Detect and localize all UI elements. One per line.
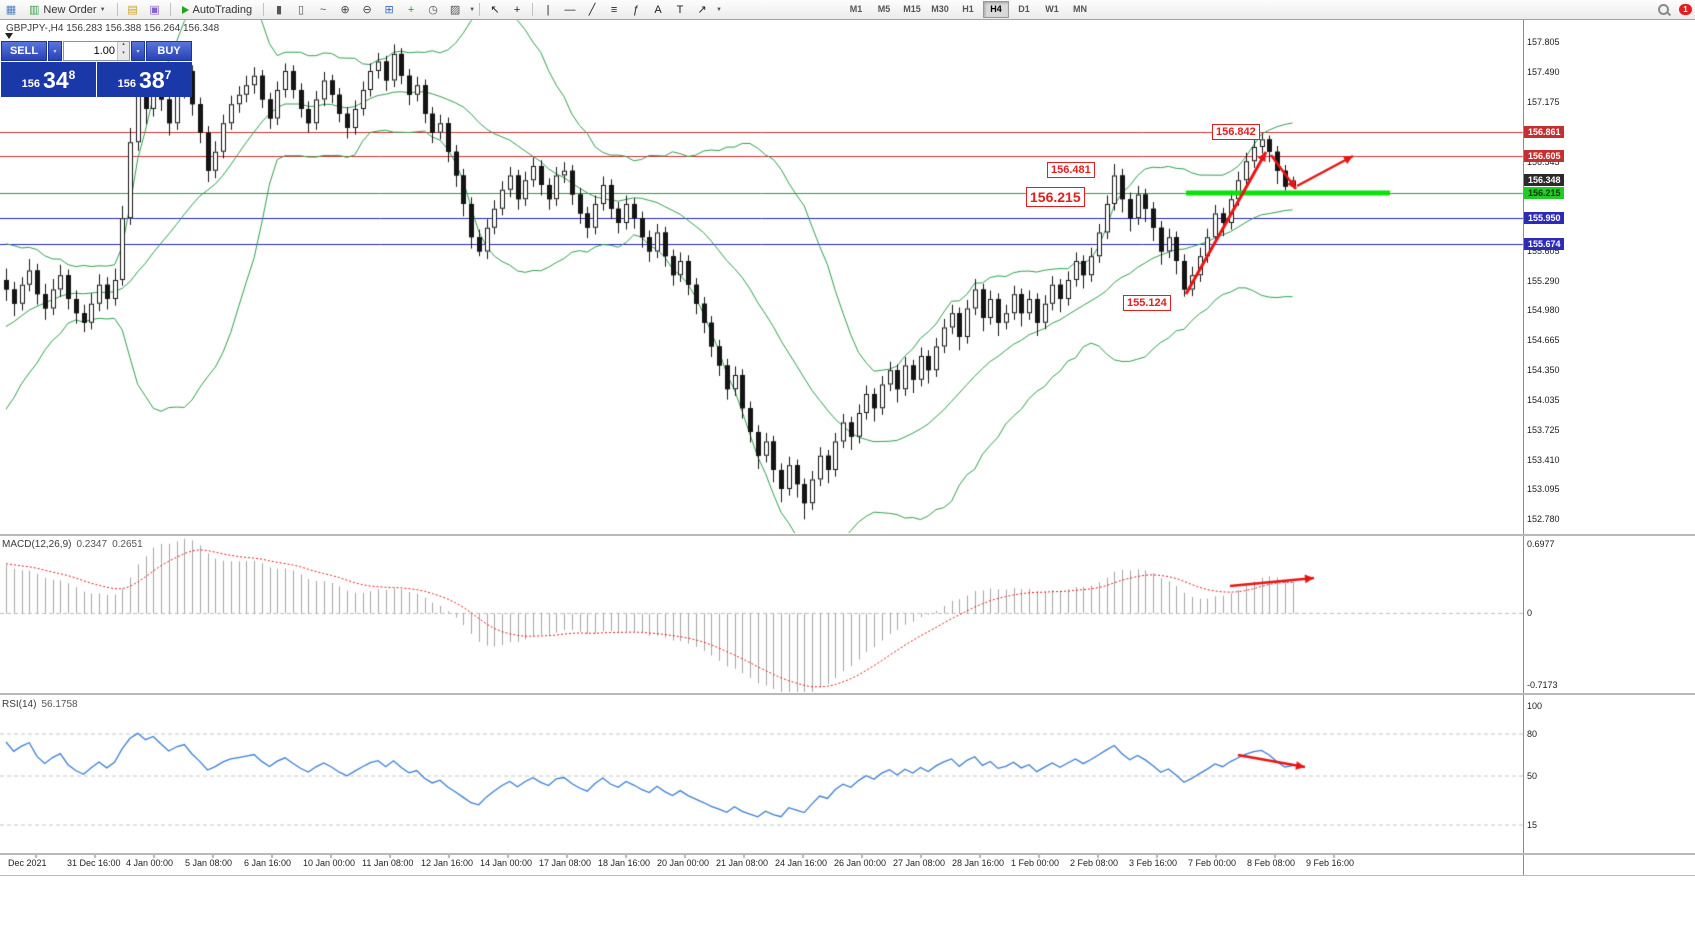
fibonacci-icon[interactable]: ƒ (632, 3, 640, 16)
autotrading-play-icon (181, 5, 189, 14)
trendline-icon[interactable]: ╱ (588, 4, 596, 16)
channel-icon[interactable]: ≡ (610, 3, 618, 16)
sell-price[interactable]: 156 34 8 (1, 62, 96, 97)
text-icon[interactable]: A (654, 3, 662, 16)
autotrading-button[interactable]: AutoTrading (177, 2, 258, 18)
timeframe-d1[interactable]: D1 (1018, 4, 1030, 14)
period-clock-icon[interactable]: ◷ (428, 4, 438, 16)
timeframe-m15[interactable]: M15 (903, 4, 921, 14)
toolbar-separator (263, 3, 265, 16)
toolbar: ▦ ▥ New Order ▼ ▤ ▣ AutoTrading ▮ ▯ ~ ⊕ ⊖ ⊞ + ◷ ▨ ▼ ↖ + | — ╱… (0, 0, 1695, 20)
macd-panel-separator[interactable] (0, 534, 1695, 536)
toolbar-separator (532, 3, 534, 16)
volume-down-icon[interactable]: ▾ (118, 51, 129, 60)
time-axis-separator (0, 853, 1695, 855)
bottom-border (0, 875, 1695, 876)
timeframe-w1[interactable]: W1 (1045, 4, 1059, 14)
price-axis-separator (1523, 20, 1524, 876)
buy-button[interactable]: BUY (146, 41, 192, 61)
buy-dropdown-icon[interactable]: ▾ (131, 41, 145, 61)
rsi-label: RSI(14) 56.1758 (2, 699, 78, 710)
macd-value-main: 0.2347 (76, 539, 108, 550)
caret-down-icon[interactable]: ▼ (469, 6, 476, 13)
rsi-panel-separator[interactable] (0, 693, 1695, 695)
data-window-icon[interactable]: ▣ (149, 4, 160, 16)
zoom-out-icon[interactable]: ⊖ (362, 4, 372, 16)
new-chart-icon[interactable]: ▦ (5, 4, 17, 16)
rsi-name: RSI(14) (2, 699, 37, 710)
cursor-icon[interactable]: ↖ (490, 4, 500, 16)
line-chart-icon[interactable]: ~ (319, 3, 327, 16)
timeframe-m30[interactable]: M30 (931, 4, 949, 14)
timeframe-m5[interactable]: M5 (877, 4, 891, 14)
chart-title: GBPJPY-,H4 156.283 156.388 156.264 156.3… (6, 23, 220, 34)
candlestick-chart-icon[interactable]: ▯ (298, 4, 305, 16)
macd-value-signal: 0.2651 (112, 539, 143, 550)
toolbar-separator (479, 3, 481, 16)
text-label-icon[interactable]: T (676, 3, 684, 16)
new-order-button-icon: ▥ (29, 4, 40, 16)
sell-price-fraction: 8 (68, 67, 76, 82)
buy-price-fraction: 7 (164, 67, 172, 82)
timeframe-toolbar: M1 M5 M15 M30 H1 H4 D1 W1 MN (842, 1, 1094, 18)
volume-field[interactable]: 1.00 ▴ ▾ (63, 41, 130, 61)
market-watch-icon[interactable]: ▤ (127, 4, 138, 16)
arrows-tool-icon[interactable]: ↗ (697, 4, 707, 16)
macd-name: MACD(12,26,9) (2, 539, 72, 550)
bar-chart-icon[interactable]: ▮ (276, 4, 283, 16)
new-order-button[interactable]: ▥ New Order ▼ (24, 2, 111, 18)
notification-badge[interactable]: 1 (1679, 4, 1692, 15)
macd-label: MACD(12,26,9) 0.2347 0.2651 (2, 539, 143, 550)
search-icon[interactable] (1658, 4, 1669, 15)
toolbar-right: 1 (1658, 2, 1692, 17)
buy-price[interactable]: 156 38 7 (97, 62, 192, 97)
timeframe-m1[interactable]: M1 (849, 4, 863, 14)
tile-windows-icon[interactable]: ⊞ (384, 4, 394, 16)
new-order-button-label: New Order (43, 3, 97, 16)
zoom-in-icon[interactable]: ⊕ (340, 4, 350, 16)
add-indicator-icon[interactable]: + (407, 3, 415, 16)
caret-down-icon[interactable]: ▼ (716, 6, 722, 13)
rsi-value: 56.1758 (41, 699, 78, 710)
buy-price-pips: 38 (139, 66, 165, 93)
crosshair-icon[interactable]: + (513, 3, 521, 16)
volume-up-icon[interactable]: ▴ (118, 42, 129, 51)
timeframe-mn[interactable]: MN (1072, 4, 1087, 14)
toolbar-separator (116, 3, 118, 16)
sell-price-pips: 34 (43, 66, 69, 93)
buy-price-prefix: 156 (117, 78, 137, 90)
timeframe-h4[interactable]: H4 (982, 1, 1009, 18)
trade-panel-collapse-icon[interactable] (5, 33, 13, 39)
caret-down-icon: ▼ (99, 6, 106, 13)
sell-price-prefix: 156 (21, 78, 41, 90)
timeframe-h1[interactable]: H1 (962, 4, 974, 14)
autotrading-button-label: AutoTrading (192, 3, 253, 16)
templates-icon[interactable]: ▨ (449, 4, 461, 16)
vline-icon[interactable]: | (546, 3, 550, 16)
toolbar-separator (169, 3, 171, 16)
sell-button[interactable]: SELL (1, 41, 47, 61)
hline-icon[interactable]: — (564, 3, 576, 16)
volume-spinner[interactable]: ▴ ▾ (117, 42, 129, 60)
one-click-trade-panel: SELL ▾ 1.00 ▴ ▾ ▾ BUY 156 34 8 156 38 7 (1, 41, 192, 97)
sell-dropdown-icon[interactable]: ▾ (48, 41, 62, 61)
volume-value[interactable]: 1.00 (93, 45, 115, 57)
